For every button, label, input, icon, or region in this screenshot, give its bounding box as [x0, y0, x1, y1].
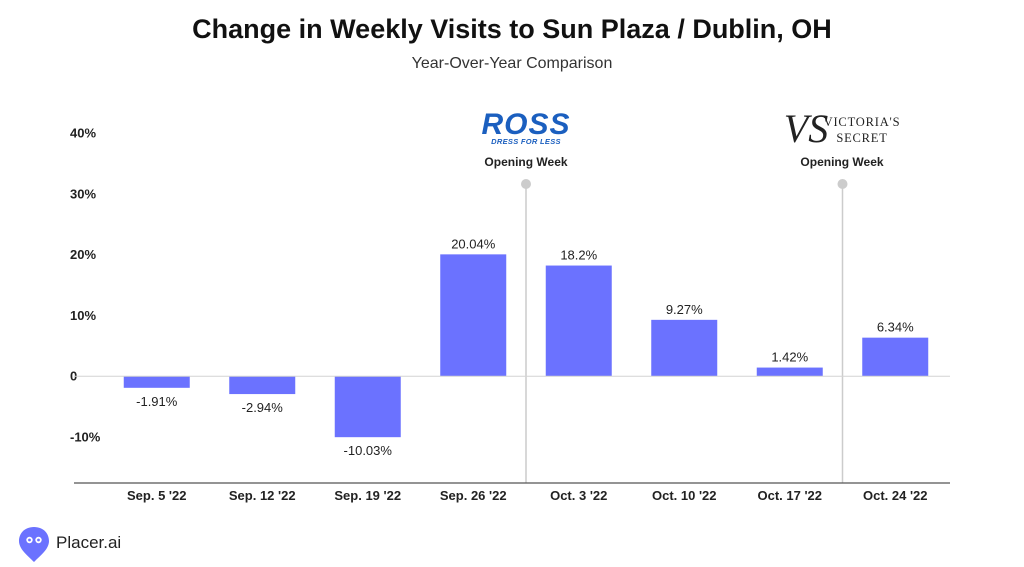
ross-logo-tagline: DRESS FOR LESS [491, 137, 561, 146]
x-axis: Sep. 5 '22 Sep. 12 '22 Sep. 19 '22 Sep. 26 … [127, 488, 928, 503]
bar [123, 376, 190, 388]
opening-week-marker-dot [837, 179, 848, 189]
chart-title: Change in Weekly Visits to Sun Plaza / D… [192, 14, 832, 44]
bar [334, 376, 401, 438]
x-tick-label: Sep. 26 '22 [440, 488, 507, 503]
bar [440, 254, 507, 377]
data-label: 9.27% [666, 302, 703, 317]
chart-subtitle: Year-Over-Year Comparison [412, 55, 613, 72]
x-tick-label: Oct. 3 '22 [550, 488, 607, 503]
bar [545, 265, 612, 377]
data-labels: -1.91% -2.94% -10.03% 20.04% 18.2% 9.27% 1.42%… [136, 236, 914, 458]
y-tick-label: 10% [70, 308, 96, 323]
y-tick-label: 20% [70, 247, 96, 262]
y-tick-label: -10% [70, 430, 101, 445]
victorias-secret-logo: VS VICTORIA'S SECRET [784, 106, 901, 151]
bar [862, 337, 929, 377]
ross-dress-for-less-logo: ROSS DRESS FOR LESS [481, 108, 570, 146]
opening-week-marker-dot [521, 179, 531, 189]
bar [229, 376, 296, 395]
y-tick-label: 0 [70, 369, 77, 384]
x-tick-label: Oct. 10 '22 [652, 488, 717, 503]
annotation-markers [521, 179, 848, 483]
data-label: 20.04% [451, 236, 496, 251]
placer-pin-icon [19, 527, 49, 562]
x-tick-label: Sep. 5 '22 [127, 488, 186, 503]
data-label: -10.03% [344, 443, 393, 458]
vs-logo-word-1: VICTORIA'S [824, 115, 901, 129]
data-label: -1.91% [136, 394, 178, 409]
vs-logo-monogram: VS [784, 106, 828, 151]
x-tick-label: Oct. 24 '22 [863, 488, 928, 503]
x-tick-label: Sep. 12 '22 [229, 488, 296, 503]
brand-name: Placer.ai [56, 533, 121, 552]
ross-logo-word: ROSS [481, 108, 570, 141]
bars [123, 254, 929, 438]
x-tick-label: Oct. 17 '22 [757, 488, 822, 503]
data-label: 18.2% [560, 248, 597, 263]
data-label: 1.42% [771, 350, 808, 365]
x-tick-label: Sep. 19 '22 [334, 488, 401, 503]
data-label: -2.94% [242, 400, 284, 415]
y-tick-label: 30% [70, 186, 96, 201]
data-label: 6.34% [877, 320, 914, 335]
y-tick-label: 40% [70, 126, 96, 141]
y-axis: 40% 30% 20% 10% 0 -10% [70, 126, 101, 445]
bar [651, 319, 718, 377]
vs-opening-week-label: Opening Week [800, 155, 883, 169]
bar [756, 367, 823, 377]
placer-brand: Placer.ai [19, 527, 121, 562]
axes [74, 375, 950, 484]
vs-logo-word-2: SECRET [836, 131, 887, 145]
ross-opening-week-label: Opening Week [484, 155, 567, 169]
